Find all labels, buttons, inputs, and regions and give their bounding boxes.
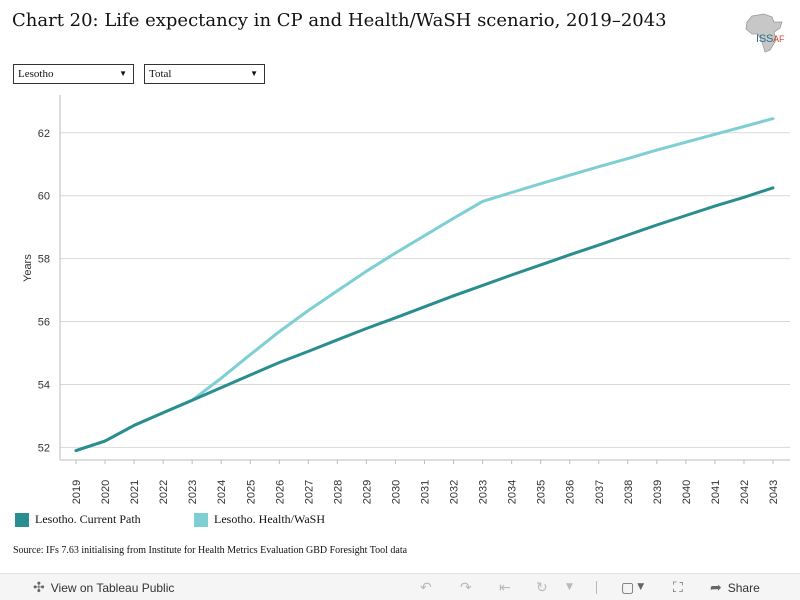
type-dropdown[interactable]: Total ▼ — [144, 64, 265, 84]
view-on-tableau-button[interactable]: ✣ View on Tableau Public — [33, 574, 174, 600]
x-tick-label: 2035 — [536, 480, 548, 504]
series-line-health-wash — [74, 117, 775, 453]
undo-icon: ↶ — [420, 579, 432, 596]
download-button[interactable]: ▢ ▼ — [621, 574, 644, 600]
share-icon: ➦ — [710, 579, 722, 596]
x-tick-label: 2033 — [478, 480, 490, 504]
tableau-toolbar: ✣ View on Tableau Public ↶ ↷ ⇤ ↻ ▼ ▢ ▼ ⛶… — [0, 573, 800, 600]
x-tick-label: 2032 — [449, 480, 461, 504]
x-tick-label: 2026 — [274, 480, 286, 504]
y-tick-label: 62 — [38, 128, 50, 140]
x-tick-label: 2043 — [768, 480, 780, 504]
refresh-dropdown-button[interactable]: ▼ — [566, 574, 573, 600]
share-label: Share — [727, 580, 760, 595]
x-tick-label: 2041 — [710, 480, 722, 504]
chart-title: Chart 20: Life expectancy in CP and Heal… — [12, 10, 667, 31]
x-tick-label: 2031 — [420, 480, 432, 504]
dropdown-arrow-icon: ▼ — [250, 69, 258, 78]
logo-text: ISSAF — [756, 33, 785, 45]
x-tick-label: 2034 — [507, 480, 519, 504]
x-tick-label: 2037 — [594, 480, 606, 504]
y-tick-label: 52 — [38, 442, 50, 454]
legend-item-health-wash[interactable]: Lesotho. Health/WaSH — [194, 512, 325, 527]
chevron-down-icon: ▼ — [566, 582, 573, 592]
x-tick-label: 2039 — [652, 480, 664, 504]
x-tick-label: 2040 — [681, 480, 693, 504]
x-tick-label: 2027 — [303, 480, 315, 504]
type-dropdown-value: Total — [149, 68, 172, 80]
refresh-button[interactable]: ↻ — [536, 574, 548, 600]
y-tick-label: 54 — [38, 379, 50, 391]
x-tick-label: 2023 — [187, 480, 199, 504]
fullscreen-button[interactable]: ⛶ — [673, 574, 683, 600]
share-button[interactable]: ➦ Share — [710, 574, 760, 600]
legend-item-current-path[interactable]: Lesotho. Current Path — [15, 512, 141, 527]
source-note: Source: IFs 7.63 initialising from Insti… — [13, 545, 408, 556]
tableau-logo-icon: ✣ — [33, 579, 45, 596]
y-tick-label: 56 — [38, 317, 50, 329]
legend-label-current-path: Lesotho. Current Path — [35, 512, 141, 526]
revert-button[interactable]: ⇤ — [499, 574, 511, 600]
refresh-icon: ↻ — [536, 579, 548, 596]
x-tick-label: 2029 — [361, 480, 373, 504]
x-tick-label: 2042 — [739, 480, 751, 504]
legend-label-health-wash: Lesotho. Health/WaSH — [214, 512, 326, 526]
x-tick-label: 2022 — [158, 480, 170, 504]
fullscreen-icon: ⛶ — [673, 579, 683, 596]
x-tick-label: 2025 — [245, 480, 257, 504]
series-line-current-path — [74, 186, 775, 453]
chevron-down-icon: ▼ — [637, 582, 645, 592]
x-tick-label: 2020 — [100, 480, 112, 504]
y-tick-label: 60 — [38, 191, 50, 203]
x-tick-label: 2030 — [390, 480, 402, 504]
line-chart: 52 54 56 58 60 62 2019 2020 2021 2022 2023 2024 2025… — [38, 95, 790, 504]
africa-logo-icon — [745, 13, 783, 53]
redo-button[interactable]: ↷ — [460, 574, 472, 600]
revert-icon: ⇤ — [499, 579, 511, 596]
x-tick-label: 2021 — [129, 480, 141, 504]
x-tick-label: 2036 — [565, 480, 577, 504]
toolbar-divider — [596, 581, 597, 594]
x-tick-label: 2024 — [216, 480, 228, 504]
legend-swatch-health-wash — [194, 512, 208, 527]
download-icon: ▢ — [621, 579, 635, 596]
x-tick-label: 2038 — [623, 480, 635, 504]
x-tick-label: 2028 — [332, 480, 344, 504]
view-on-tableau-label: View on Tableau Public — [50, 580, 175, 595]
dropdown-arrow-icon: ▼ — [119, 69, 127, 78]
redo-icon: ↷ — [460, 579, 472, 596]
undo-button[interactable]: ↶ — [420, 574, 432, 600]
x-tick-label: 2019 — [71, 480, 83, 504]
country-dropdown[interactable]: Lesotho ▼ — [13, 64, 134, 84]
legend-swatch-current-path — [15, 512, 29, 527]
country-dropdown-value: Lesotho — [18, 68, 54, 80]
y-tick-label: 58 — [38, 254, 50, 266]
